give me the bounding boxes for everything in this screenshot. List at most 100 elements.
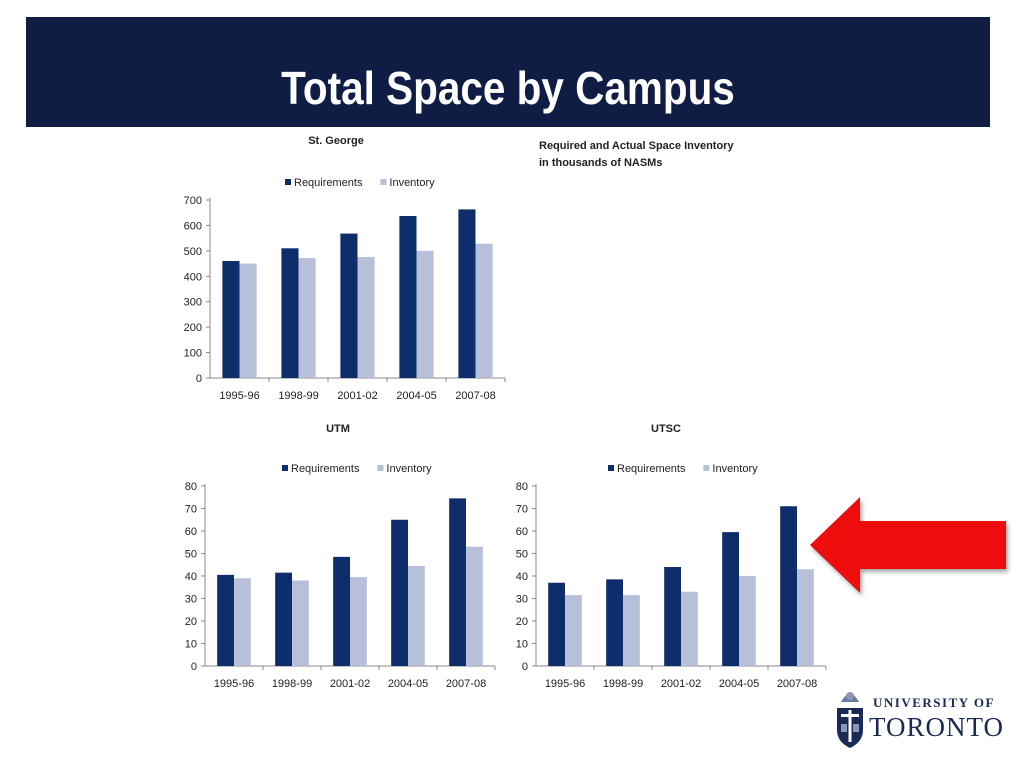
title-banner: Total Space by Campus — [26, 17, 990, 127]
bar-inventory — [292, 580, 309, 666]
bar-inventory — [416, 250, 434, 378]
x-tick-label: 1995-96 — [214, 678, 254, 690]
legend-label: Inventory — [712, 463, 758, 475]
bar-inventory — [623, 595, 640, 666]
bar-requirements — [664, 567, 681, 666]
y-tick-label: 600 — [184, 220, 202, 232]
university-logo: UNIVERSITY OF TORONTO — [833, 682, 1013, 752]
x-tick-label: 2004-05 — [396, 390, 436, 402]
x-tick-label: 2001-02 — [330, 678, 370, 690]
y-tick-label: 400 — [184, 271, 202, 283]
bar-inventory — [234, 578, 251, 666]
crest-icon — [837, 692, 863, 748]
bar-requirements — [222, 261, 240, 378]
legend-swatch — [380, 179, 387, 185]
legend-swatch — [282, 465, 288, 471]
y-tick-label: 50 — [185, 549, 197, 561]
arrow-shape — [810, 497, 1006, 593]
legend-label: Inventory — [386, 463, 432, 475]
y-tick-label: 40 — [185, 571, 197, 583]
y-tick-label: 60 — [516, 526, 528, 538]
y-tick-label: 700 — [184, 195, 202, 207]
legend-label: Requirements — [291, 463, 360, 475]
x-tick-label: 1995-96 — [545, 678, 585, 690]
chart-title: St. George — [308, 135, 364, 147]
y-tick-label: 0 — [522, 661, 528, 673]
bar-inventory — [681, 591, 698, 666]
logo-text-main: TORONTO — [869, 712, 1005, 742]
x-tick-label: 1998-99 — [603, 678, 643, 690]
x-tick-label: 1998-99 — [278, 390, 318, 402]
y-tick-label: 10 — [516, 639, 528, 651]
y-tick-label: 40 — [516, 571, 528, 583]
x-tick-label: 2007-08 — [777, 678, 817, 690]
units-note-line2: in thousands of NASMs — [539, 157, 663, 169]
legend-swatch — [377, 465, 384, 471]
y-tick-label: 20 — [185, 616, 197, 628]
bar-inventory — [350, 577, 367, 666]
y-tick-label: 10 — [185, 639, 197, 651]
red-arrow-icon — [810, 497, 1006, 593]
chart-utm: UTM Requirements Inventory 0 10 20 30 40 50 60 70 8… — [185, 423, 496, 690]
legend-swatch — [703, 465, 710, 471]
legend-label: Requirements — [294, 177, 363, 189]
logo-text-top: UNIVERSITY OF — [873, 695, 995, 710]
bar-requirements — [333, 556, 350, 666]
units-note-line1: Required and Actual Space Inventory — [539, 140, 734, 152]
bar-requirements — [548, 582, 565, 666]
x-tick-label: 2007-08 — [446, 678, 486, 690]
bar-inventory — [357, 256, 375, 378]
x-tick-label: 2001-02 — [661, 678, 701, 690]
bar-requirements — [391, 519, 408, 666]
x-tick-label: 2007-08 — [455, 390, 495, 402]
y-tick-label: 50 — [516, 549, 528, 561]
bar-inventory — [466, 546, 483, 666]
y-tick-label: 500 — [184, 246, 202, 258]
bar-inventory — [239, 263, 257, 378]
y-tick-label: 0 — [196, 373, 202, 385]
units-note: Required and Actual Space Inventory in t… — [539, 138, 734, 172]
y-tick-label: 30 — [185, 594, 197, 606]
y-tick-label: 300 — [184, 297, 202, 309]
bar-requirements — [722, 532, 739, 666]
y-tick-label: 30 — [516, 594, 528, 606]
bar-inventory — [298, 257, 316, 378]
bar-inventory — [408, 565, 425, 666]
bar-inventory — [565, 595, 582, 666]
bar-inventory — [797, 569, 814, 666]
y-tick-label: 70 — [185, 504, 197, 516]
bar-requirements — [780, 506, 797, 666]
bar-requirements — [606, 579, 623, 666]
y-tick-label: 70 — [516, 504, 528, 516]
x-tick-label: 2004-05 — [719, 678, 759, 690]
bar-requirements — [217, 574, 234, 666]
chart-title: UTSC — [651, 423, 681, 435]
bar-requirements — [458, 209, 476, 378]
bar-requirements — [281, 248, 299, 378]
y-tick-label: 80 — [185, 481, 197, 493]
legend-swatch — [608, 465, 614, 471]
bar-requirements — [399, 216, 417, 378]
legend-swatch — [285, 179, 291, 185]
y-tick-label: 80 — [516, 481, 528, 493]
x-tick-label: 2001-02 — [337, 390, 377, 402]
slide-title: Total Space by Campus — [281, 62, 735, 114]
chart-title: UTM — [326, 423, 350, 435]
bar-requirements — [275, 572, 292, 666]
chart-st-george: St. George Requirements Inventory 0 100 200 30… — [184, 135, 506, 402]
x-tick-label: 1995-96 — [219, 390, 259, 402]
bar-inventory — [739, 576, 756, 666]
y-tick-label: 20 — [516, 616, 528, 628]
y-tick-label: 60 — [185, 526, 197, 538]
bar-requirements — [449, 498, 466, 666]
bar-requirements — [340, 233, 358, 378]
x-tick-label: 1998-99 — [272, 678, 312, 690]
bar-inventory — [475, 243, 493, 378]
y-tick-label: 200 — [184, 322, 202, 334]
legend-label: Inventory — [389, 177, 435, 189]
legend-label: Requirements — [617, 463, 686, 475]
x-tick-label: 2004-05 — [388, 678, 428, 690]
y-tick-label: 100 — [184, 348, 202, 360]
y-tick-label: 0 — [191, 661, 197, 673]
chart-utsc: UTSC Requirements Inventory 0 10 20 30 40 50 60 70… — [516, 423, 827, 690]
